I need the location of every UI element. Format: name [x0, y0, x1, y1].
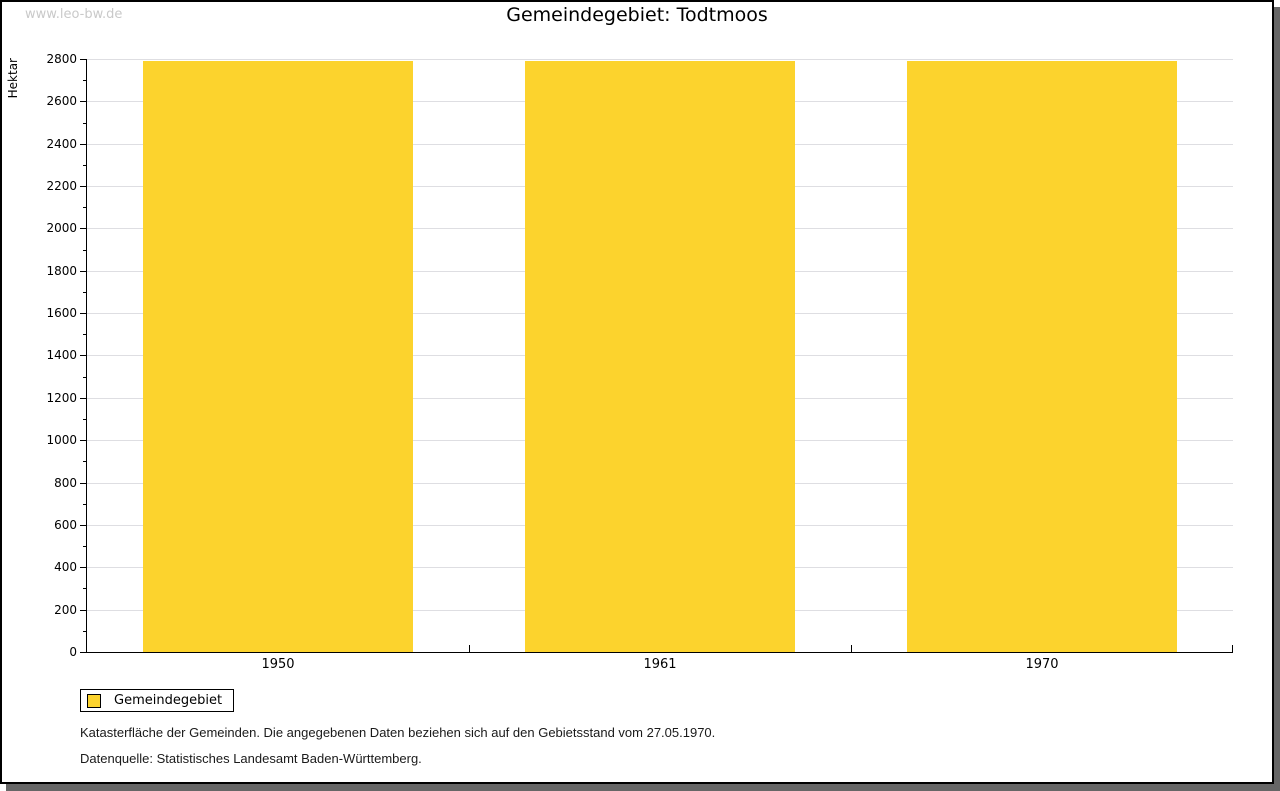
- y-tick-label: 1000: [46, 433, 77, 447]
- y-major-tick: [80, 313, 86, 314]
- x-tick-label: 1970: [1025, 657, 1059, 672]
- y-major-tick: [80, 271, 86, 272]
- y-tick-label: 400: [54, 560, 77, 574]
- y-tick-label: 0: [69, 645, 77, 659]
- y-major-tick: [80, 144, 86, 145]
- y-tick-label: 2200: [46, 179, 77, 193]
- chart-bar-1961: [525, 61, 795, 652]
- footnote-line-2: Datenquelle: Statistisches Landesamt Bad…: [80, 751, 422, 766]
- y-tick-label: 2600: [46, 94, 77, 108]
- y-minor-tick: [83, 334, 86, 335]
- y-minor-tick: [83, 250, 86, 251]
- x-boundary-tick: [469, 645, 470, 652]
- y-minor-tick: [83, 292, 86, 293]
- y-tick-label: 2000: [46, 221, 77, 235]
- y-major-tick: [80, 610, 86, 611]
- y-major-tick: [80, 440, 86, 441]
- chart-title: Gemeindegebiet: Todtmoos: [506, 4, 768, 26]
- y-tick-label: 2400: [46, 137, 77, 151]
- y-tick-label: 200: [54, 603, 77, 617]
- legend-swatch: [87, 693, 101, 708]
- y-major-tick: [80, 355, 86, 356]
- y-major-tick: [80, 567, 86, 568]
- y-major-tick: [80, 652, 86, 653]
- gridline: [87, 59, 1233, 60]
- y-minor-tick: [83, 461, 86, 462]
- y-major-tick: [80, 398, 86, 399]
- chart-bar-1950: [143, 61, 413, 652]
- y-major-tick: [80, 525, 86, 526]
- y-tick-label: 1800: [46, 264, 77, 278]
- y-major-tick: [80, 186, 86, 187]
- y-minor-tick: [83, 631, 86, 632]
- y-tick-label: 1600: [46, 306, 77, 320]
- y-minor-tick: [83, 546, 86, 547]
- plot-area: 0 200 400 600 800 1000 1200 1400 1600 1800 2000 220…: [46, 52, 1233, 672]
- x-boundary-tick: [851, 645, 852, 652]
- x-tick-label: 1950: [261, 657, 295, 672]
- y-tick-label: 800: [54, 476, 77, 490]
- y-major-tick: [80, 59, 86, 60]
- chart-bar-1970: [907, 61, 1177, 652]
- y-major-tick: [80, 228, 86, 229]
- y-major-tick: [80, 483, 86, 484]
- x-tick-label: 1961: [643, 657, 677, 672]
- y-minor-tick: [83, 504, 86, 505]
- footnote-line-1: Katasterfläche der Gemeinden. Die angege…: [80, 725, 716, 740]
- y-tick-label: 600: [54, 518, 77, 532]
- legend-label: Gemeindegebiet: [114, 693, 223, 708]
- y-tick-label: 2800: [46, 52, 77, 66]
- x-axis-end-tick: [1232, 645, 1233, 652]
- y-minor-tick: [83, 80, 86, 81]
- legend-box: Gemeindegebiet: [80, 689, 235, 712]
- y-minor-tick: [83, 207, 86, 208]
- y-minor-tick: [83, 165, 86, 166]
- watermark-text: www.leo-bw.de: [25, 7, 123, 22]
- y-minor-tick: [83, 377, 86, 378]
- y-major-tick: [80, 101, 86, 102]
- y-tick-label: 1400: [46, 348, 77, 362]
- y-minor-tick: [83, 123, 86, 124]
- y-tick-label: 1200: [46, 391, 77, 405]
- y-axis-title: Hektar: [6, 58, 20, 99]
- y-minor-tick: [83, 588, 86, 589]
- y-minor-tick: [83, 419, 86, 420]
